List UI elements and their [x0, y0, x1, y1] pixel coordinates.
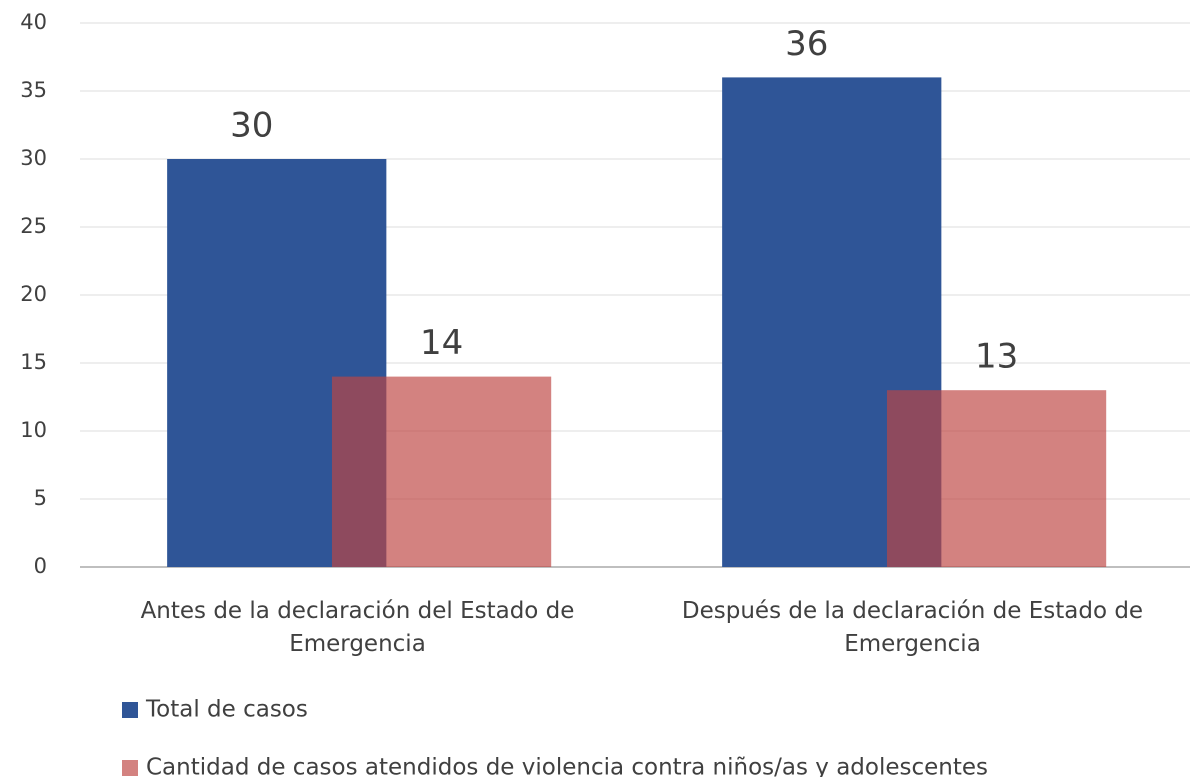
legend-swatch [122, 702, 138, 718]
y-tick-label: 30 [20, 146, 47, 170]
y-tick-label: 10 [20, 418, 47, 442]
value-label: 13 [975, 337, 1018, 377]
y-tick-label: 15 [20, 350, 47, 374]
legend-swatch [122, 760, 138, 776]
value-label: 36 [785, 24, 828, 64]
y-tick-label: 0 [34, 554, 47, 578]
y-tick-label: 20 [20, 282, 47, 306]
x-tick-label: Después de la declaración de Estado de E… [681, 598, 1144, 657]
y-tick-label: 5 [34, 486, 47, 510]
y-tick-label: 40 [20, 10, 47, 34]
x-tick-label: Antes de la declaración del Estado de Em… [140, 598, 575, 657]
value-label: 30 [230, 106, 273, 146]
value-label: 14 [420, 323, 463, 363]
legend-label: Cantidad de casos atendidos de violencia… [146, 755, 988, 777]
bar [331, 376, 552, 567]
legend-label: Total de casos [145, 697, 308, 723]
y-tick-label: 25 [20, 214, 47, 238]
bar [886, 390, 1107, 567]
y-tick-label: 35 [20, 78, 47, 102]
